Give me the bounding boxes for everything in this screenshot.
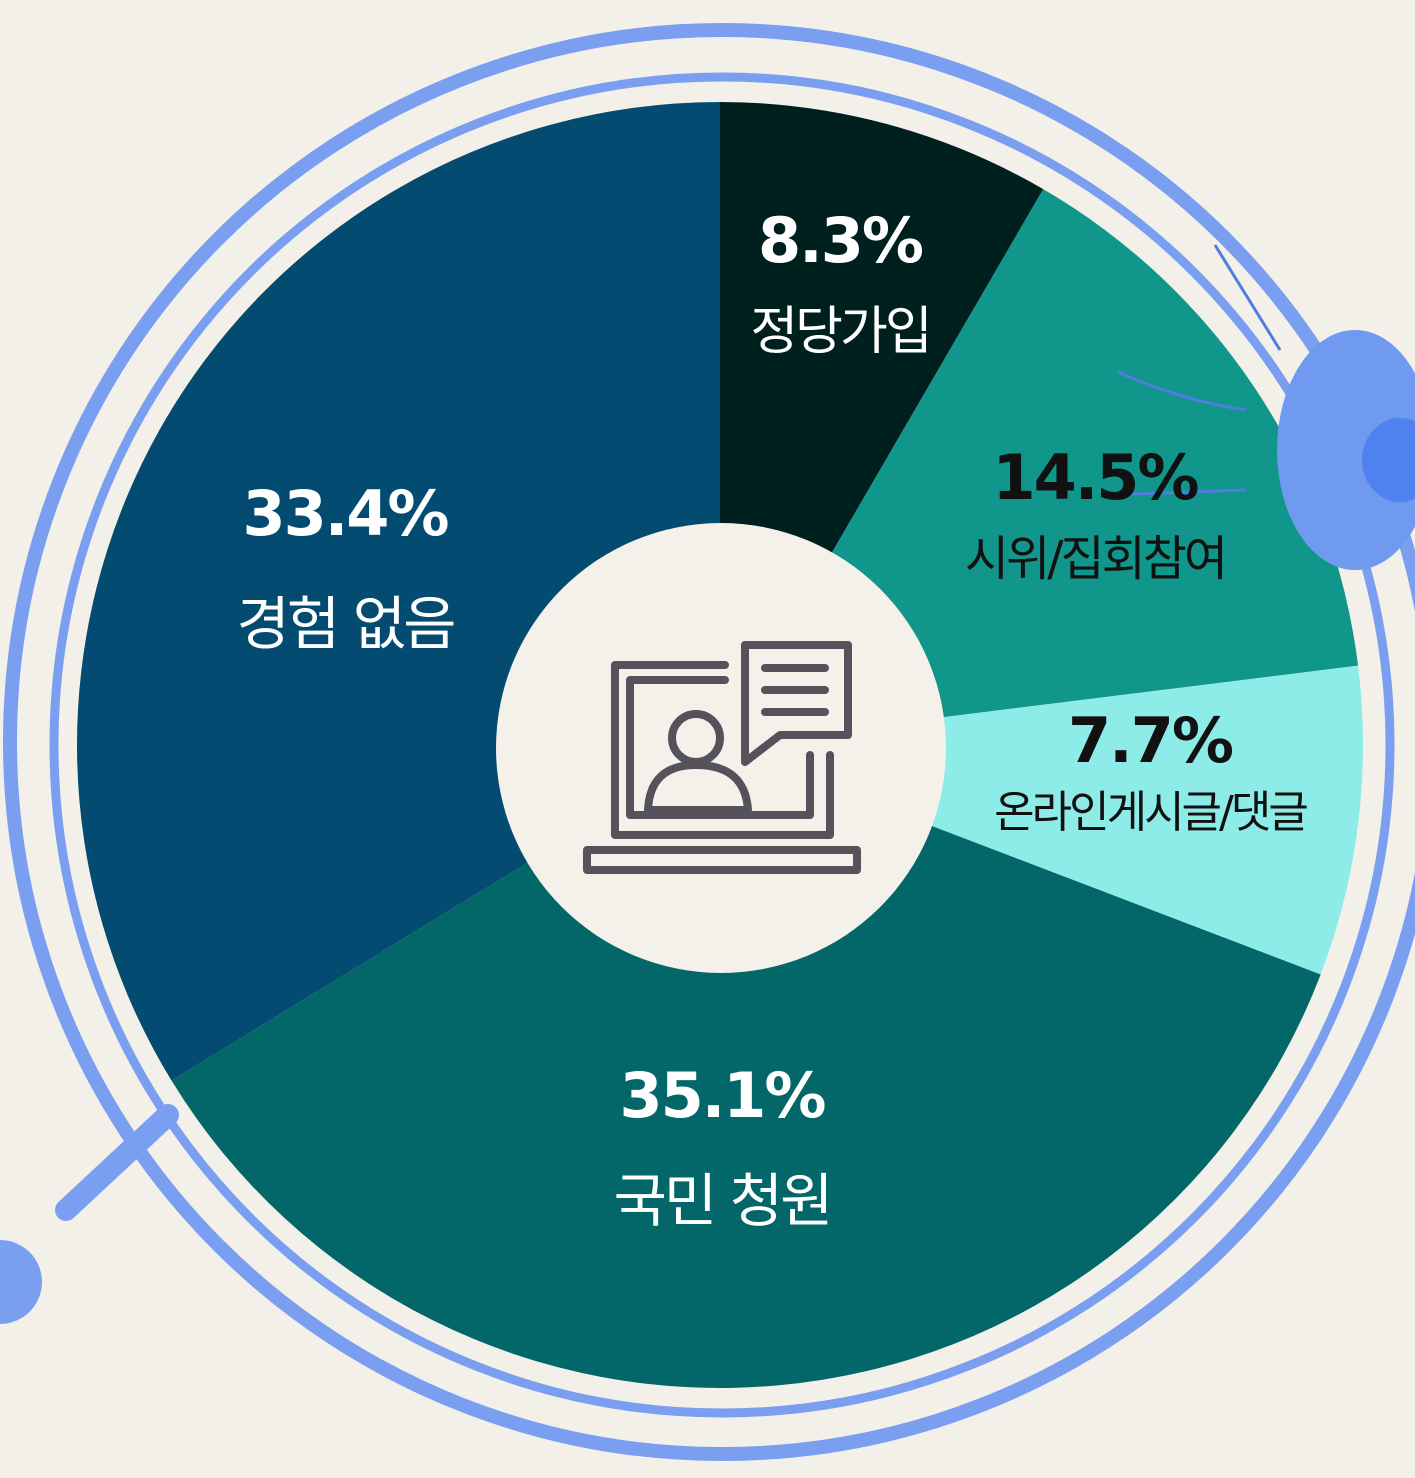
- value-label: 35.1%: [619, 1059, 825, 1132]
- category-label: 경험 없음: [237, 590, 455, 658]
- chart: 8.3% 정당가입 14.5% 시위/집회참여 7.7% 온라인게시글/댓글 35.1% 국민…: [0, 0, 1415, 1478]
- value-label: 14.5%: [992, 441, 1198, 514]
- page: 8.3% 정당가입 14.5% 시위/집회참여 7.7% 온라인게시글/댓글 35.1% 국민…: [0, 0, 1415, 1478]
- value-label: 33.4%: [242, 477, 448, 550]
- value-label: 8.3%: [758, 204, 923, 277]
- category-label: 온라인게시글/댓글: [994, 787, 1307, 838]
- value-label: 7.7%: [1068, 704, 1233, 777]
- category-label: 정당가입: [750, 302, 929, 362]
- category-label: 국민 청원: [614, 1167, 831, 1235]
- category-label: 시위/집회참여: [965, 531, 1225, 587]
